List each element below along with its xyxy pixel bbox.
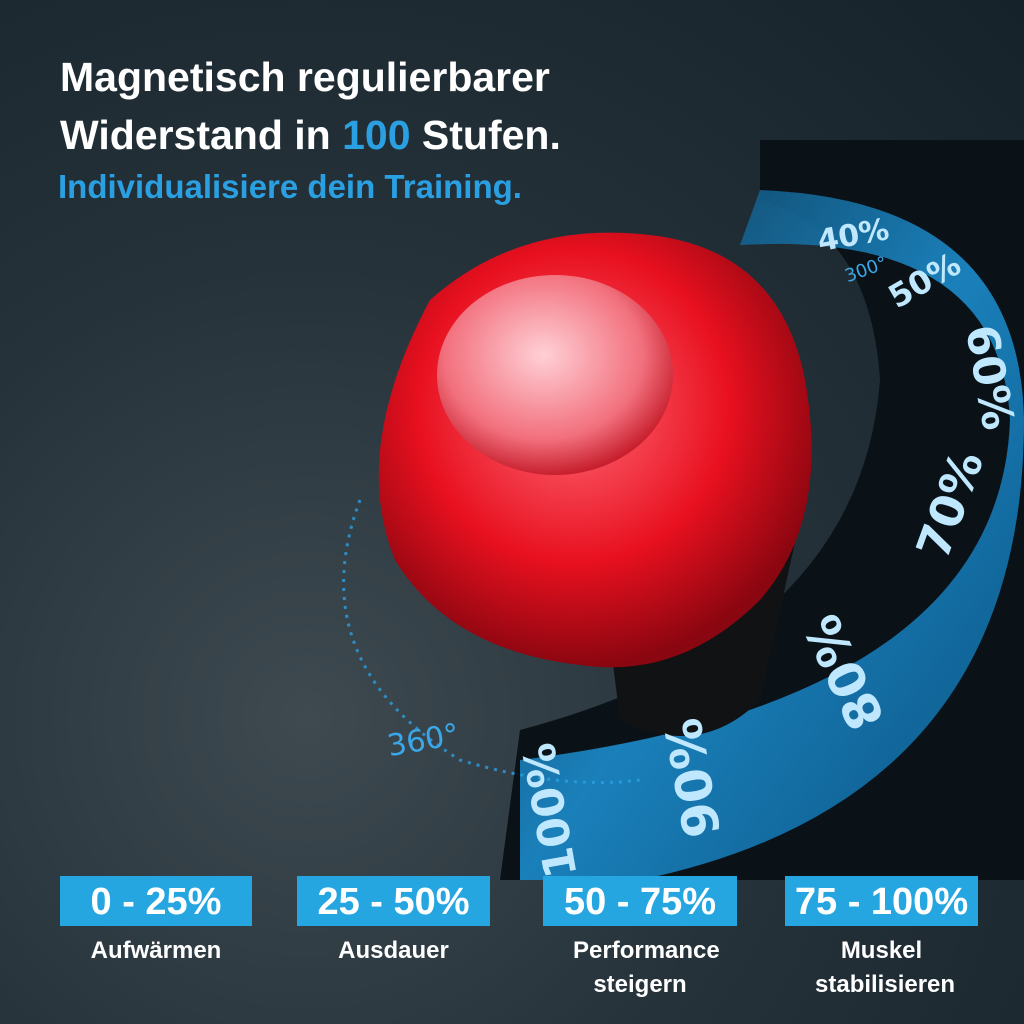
headline-text: Widerstand in [60, 112, 343, 158]
level-range: 25 - 50% [297, 876, 490, 926]
headline-highlight: 100 [342, 112, 411, 158]
scale-band [520, 190, 1024, 880]
level-item: 0 - 25% Aufwärmen [40, 876, 272, 968]
headline: Magnetisch regulierbarer Widerstand in 1… [60, 48, 561, 164]
level-item: 25 - 50% Ausdauer [277, 876, 510, 968]
level-label: Aufwärmen [90, 937, 222, 964]
level-label: Muskel stabilisieren [815, 937, 956, 998]
level-item: 75 - 100% Muskel stabilisieren [765, 876, 998, 1002]
level-range: 50 - 75% [543, 876, 737, 926]
level-label: Performance steigern [573, 937, 720, 998]
level-range: 75 - 100% [785, 876, 978, 926]
headline-text: Stufen. [410, 112, 561, 158]
knob-cap [437, 275, 673, 475]
headline-line: Magnetisch regulierbarer [60, 54, 550, 100]
headline-line: Widerstand in 100 Stufen. [60, 106, 561, 164]
level-item: 50 - 75% Performance steigern [523, 876, 757, 1002]
level-range: 0 - 25% [60, 876, 252, 926]
subheadline: Individualisiere dein Training. [58, 168, 522, 205]
level-label: Ausdauer [338, 937, 449, 964]
angle-label: 360° [385, 717, 462, 764]
